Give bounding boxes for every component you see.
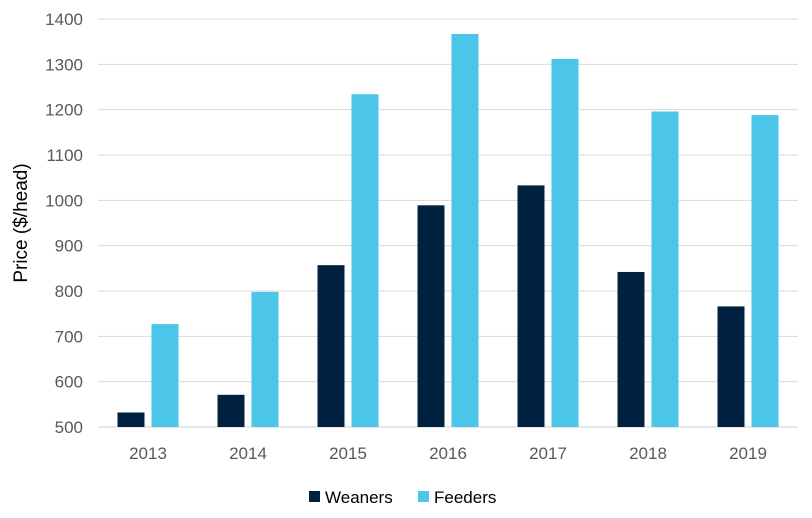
x-axis-ticks: 2013 2014 2015 2016 2017 2018 2019 bbox=[129, 444, 767, 463]
y-tick-label: 600 bbox=[55, 373, 83, 392]
bar-feeders-2014 bbox=[251, 291, 279, 427]
legend-swatch-weaners bbox=[309, 491, 320, 502]
x-tick-label: 2017 bbox=[529, 444, 567, 463]
x-tick-label: 2016 bbox=[429, 444, 467, 463]
y-tick-label: 700 bbox=[55, 327, 83, 346]
bar-feeders-2015 bbox=[351, 94, 379, 428]
bar-feeders-2018 bbox=[651, 111, 679, 427]
bar-feeders-2013 bbox=[151, 324, 179, 427]
legend-label-weaners: Weaners bbox=[325, 488, 393, 507]
y-tick-label: 500 bbox=[55, 418, 83, 437]
y-tick-label: 1300 bbox=[45, 55, 83, 74]
bar-weaners-2019 bbox=[717, 306, 745, 427]
bar-weaners-2013 bbox=[117, 412, 145, 427]
x-tick-label: 2015 bbox=[329, 444, 367, 463]
y-tick-label: 1000 bbox=[45, 191, 83, 210]
bar-feeders-2016 bbox=[451, 33, 479, 428]
bars bbox=[117, 33, 779, 428]
y-axis-title: Price ($/head) bbox=[11, 163, 32, 282]
y-axis-ticks: 500 600 700 800 900 1000 1100 1200 1300 1400 bbox=[45, 10, 83, 437]
legend-swatch-feeders bbox=[418, 491, 429, 502]
y-tick-label: 1100 bbox=[46, 146, 83, 165]
bar-feeders-2019 bbox=[751, 115, 779, 428]
bar-feeders-2017 bbox=[551, 58, 579, 427]
bar-weaners-2018 bbox=[617, 271, 645, 427]
bar-weaners-2014 bbox=[217, 394, 245, 427]
x-tick-label: 2013 bbox=[129, 444, 167, 463]
gridlines bbox=[98, 18, 798, 428]
x-tick-label: 2014 bbox=[229, 444, 267, 463]
legend-label-feeders: Feeders bbox=[434, 488, 496, 507]
bar-weaners-2015 bbox=[317, 265, 345, 427]
y-tick-label: 1200 bbox=[45, 101, 83, 120]
bar-weaners-2016 bbox=[417, 205, 445, 427]
y-tick-label: 800 bbox=[55, 282, 83, 301]
x-tick-label: 2018 bbox=[629, 444, 667, 463]
bar-weaners-2017 bbox=[517, 185, 545, 427]
legend: Weaners Feeders bbox=[309, 488, 496, 507]
x-tick-label: 2019 bbox=[729, 444, 767, 463]
y-tick-label: 1400 bbox=[45, 10, 83, 29]
y-tick-label: 900 bbox=[55, 237, 83, 256]
